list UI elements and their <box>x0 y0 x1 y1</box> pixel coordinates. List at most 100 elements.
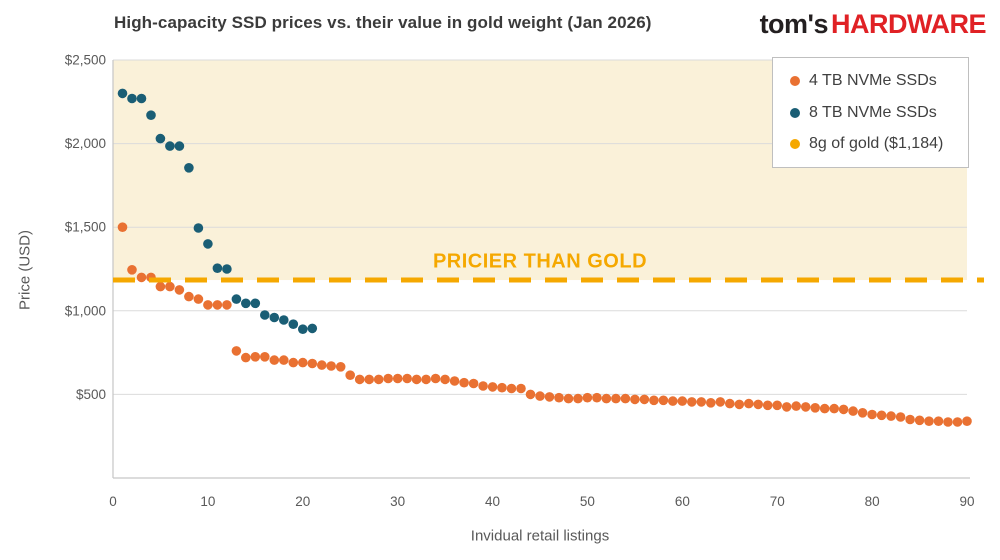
data-point-8-tb-nvme-ssds-13 <box>231 294 242 304</box>
legend-label-4-tb-nvme-ssds: 4 TB NVMe SSDs <box>809 71 937 89</box>
data-point-4-tb-nvme-ssds-46 <box>544 392 555 402</box>
data-point-4-tb-nvme-ssds-54 <box>620 393 631 404</box>
data-point-4-tb-nvme-ssds-25 <box>345 370 356 381</box>
data-point-4-tb-nvme-ssds-6 <box>165 281 175 292</box>
legend-item-8g-of-gold-1-184: 8g of gold ($1,184) <box>790 135 968 153</box>
data-point-4-tb-nvme-ssds-82 <box>886 411 896 421</box>
data-point-4-tb-nvme-ssds-89 <box>952 417 963 427</box>
data-point-4-tb-nvme-ssds-67 <box>744 398 754 409</box>
data-point-4-tb-nvme-ssds-57 <box>649 395 659 406</box>
data-point-8-tb-nvme-ssds-5 <box>155 133 166 144</box>
data-point-4-tb-nvme-ssds-78 <box>848 406 858 416</box>
data-point-4-tb-nvme-ssds-8 <box>184 291 194 302</box>
logo-toms-text: tom's <box>759 9 829 39</box>
data-point-4-tb-nvme-ssds-14 <box>241 352 251 363</box>
data-point-8-tb-nvme-ssds-3 <box>136 93 147 104</box>
data-point-4-tb-nvme-ssds-60 <box>677 396 688 406</box>
data-point-4-tb-nvme-ssds-40 <box>487 382 498 392</box>
toms-hardware-logo: tom's HARDWARE <box>759 9 987 39</box>
data-point-4-tb-nvme-ssds-7 <box>174 285 185 295</box>
legend-label-8g-of-gold-1-184: 8g of gold ($1,184) <box>809 135 944 153</box>
x-tick-label-0: 0 <box>109 494 117 509</box>
x-tick-label-50: 50 <box>580 494 595 509</box>
data-point-8-tb-nvme-ssds-6 <box>165 141 175 151</box>
data-point-4-tb-nvme-ssds-27 <box>364 374 375 385</box>
data-point-4-tb-nvme-ssds-58 <box>658 395 669 406</box>
data-point-4-tb-nvme-ssds-87 <box>933 416 944 427</box>
data-point-4-tb-nvme-ssds-48 <box>563 393 574 404</box>
data-point-4-tb-nvme-ssds-19 <box>288 357 299 368</box>
data-point-8-tb-nvme-ssds-14 <box>241 298 251 309</box>
x-axis-title: Invidual retail listings <box>470 527 610 545</box>
legend-label-8-tb-nvme-ssds: 8 TB NVMe SSDs <box>809 103 937 121</box>
data-point-4-tb-nvme-ssds-38 <box>468 378 479 389</box>
data-point-8-tb-nvme-ssds-1 <box>117 88 128 99</box>
x-tick-label-90: 90 <box>959 494 974 509</box>
data-point-4-tb-nvme-ssds-63 <box>706 398 716 408</box>
data-point-4-tb-nvme-ssds-28 <box>373 374 384 385</box>
data-point-4-tb-nvme-ssds-52 <box>601 393 612 404</box>
x-tick-label-70: 70 <box>770 494 785 509</box>
data-point-4-tb-nvme-ssds-81 <box>876 410 887 421</box>
data-point-4-tb-nvme-ssds-68 <box>753 399 763 410</box>
data-point-4-tb-nvme-ssds-77 <box>838 404 849 415</box>
data-point-8-tb-nvme-ssds-2 <box>127 93 137 104</box>
y-tick-label-2500: $2,500 <box>65 53 106 68</box>
data-point-8-tb-nvme-ssds-20 <box>298 324 308 335</box>
data-point-4-tb-nvme-ssds-71 <box>781 402 792 412</box>
data-point-4-tb-nvme-ssds-12 <box>222 300 232 310</box>
data-point-4-tb-nvme-ssds-86 <box>924 416 934 427</box>
data-point-8-tb-nvme-ssds-10 <box>203 239 213 249</box>
data-point-4-tb-nvme-ssds-72 <box>791 401 801 411</box>
data-point-4-tb-nvme-ssds-50 <box>582 392 593 403</box>
data-point-4-tb-nvme-ssds-21 <box>307 358 318 369</box>
data-point-4-tb-nvme-ssds-23 <box>326 361 337 371</box>
data-point-4-tb-nvme-ssds-9 <box>193 294 204 304</box>
x-tick-label-10: 10 <box>200 494 215 509</box>
data-point-4-tb-nvme-ssds-39 <box>478 381 488 391</box>
axes <box>112 60 970 479</box>
data-point-4-tb-nvme-ssds-36 <box>449 376 460 386</box>
data-point-4-tb-nvme-ssds-61 <box>687 397 697 407</box>
x-tick-label-20: 20 <box>295 494 310 509</box>
data-point-8-tb-nvme-ssds-7 <box>174 141 185 151</box>
legend-dot-8-tb-nvme-ssds <box>790 107 800 118</box>
data-point-4-tb-nvme-ssds-34 <box>430 373 441 384</box>
data-point-4-tb-nvme-ssds-49 <box>573 393 583 404</box>
data-point-4-tb-nvme-ssds-16 <box>260 352 270 362</box>
data-point-4-tb-nvme-ssds-22 <box>317 360 327 370</box>
data-point-4-tb-nvme-ssds-17 <box>269 355 280 365</box>
data-point-4-tb-nvme-ssds-35 <box>440 374 450 385</box>
data-point-4-tb-nvme-ssds-56 <box>639 394 650 405</box>
data-point-4-tb-nvme-ssds-64 <box>715 397 726 407</box>
data-point-8-tb-nvme-ssds-8 <box>184 163 194 173</box>
data-point-4-tb-nvme-ssds-30 <box>392 373 403 384</box>
x-tick-label-80: 80 <box>865 494 880 509</box>
data-point-4-tb-nvme-ssds-3 <box>136 272 147 283</box>
legend-dot-4-tb-nvme-ssds <box>790 75 800 86</box>
data-point-4-tb-nvme-ssds-51 <box>592 392 602 403</box>
x-tick-label-30: 30 <box>390 494 405 509</box>
data-point-4-tb-nvme-ssds-26 <box>354 374 365 385</box>
data-point-4-tb-nvme-ssds-29 <box>383 373 394 384</box>
data-point-8-tb-nvme-ssds-11 <box>212 263 223 274</box>
chart-legend: 4 TB NVMe SSDs 8 TB NVMe SSDs 8g of gold (… <box>772 57 969 168</box>
data-point-4-tb-nvme-ssds-1 <box>117 222 128 232</box>
y-tick-label-500: $500 <box>76 387 106 402</box>
data-point-4-tb-nvme-ssds-18 <box>279 355 289 365</box>
data-point-4-tb-nvme-ssds-11 <box>212 300 223 310</box>
data-point-8-tb-nvme-ssds-17 <box>269 312 280 323</box>
data-point-4-tb-nvme-ssds-62 <box>696 397 707 407</box>
data-point-4-tb-nvme-ssds-74 <box>810 403 820 413</box>
data-point-4-tb-nvme-ssds-31 <box>402 373 413 384</box>
tick-labels: $500 $1,000 $1,500 $2,000 $2,500 0 10 20 30 40 50 6… <box>65 53 975 510</box>
data-point-4-tb-nvme-ssds-33 <box>421 374 431 385</box>
chart-title: High-capacity SSD prices vs. their value… <box>114 13 652 32</box>
data-point-4-tb-nvme-ssds-10 <box>203 300 213 310</box>
data-point-4-tb-nvme-ssds-24 <box>335 362 346 372</box>
data-point-4-tb-nvme-ssds-84 <box>905 414 915 425</box>
data-point-4-tb-nvme-ssds-32 <box>411 374 422 385</box>
data-point-8-tb-nvme-ssds-21 <box>307 323 318 334</box>
